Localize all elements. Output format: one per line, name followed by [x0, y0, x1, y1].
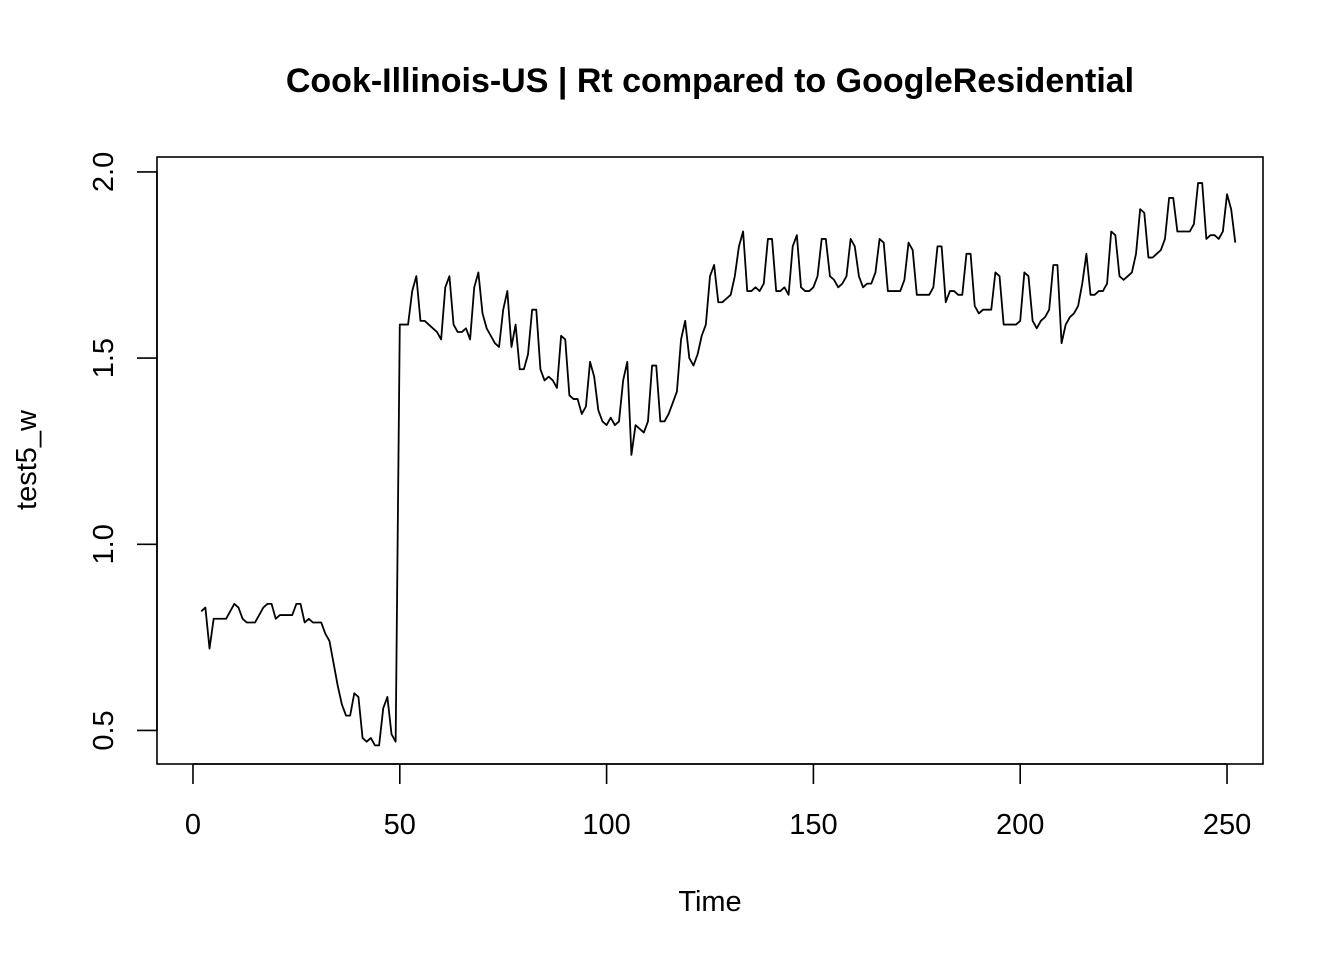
x-axis: 0 50 100 150 200 250	[185, 763, 1251, 841]
y-tick-label: 1.0	[88, 524, 120, 564]
x-tick-label: 150	[789, 809, 837, 841]
chart-title: Cook-Illinois-US | Rt compared to Google…	[286, 62, 1134, 100]
y-axis: 0.5 1.0 1.5 2.0	[88, 152, 158, 751]
series-line	[200, 182, 1237, 747]
plot-area-border	[156, 156, 1264, 765]
x-tick-label: 0	[185, 809, 201, 841]
x-axis-label: Time	[678, 886, 741, 918]
y-tick-label: 1.5	[88, 338, 120, 378]
y-tick-label: 0.5	[88, 710, 120, 750]
x-tick-label: 250	[1203, 809, 1251, 841]
x-tick-label: 100	[582, 809, 630, 841]
y-axis-label: test5_w	[11, 409, 43, 510]
y-tick-label: 2.0	[88, 152, 120, 192]
x-tick-label: 200	[996, 809, 1044, 841]
x-tick-label: 50	[384, 809, 416, 841]
